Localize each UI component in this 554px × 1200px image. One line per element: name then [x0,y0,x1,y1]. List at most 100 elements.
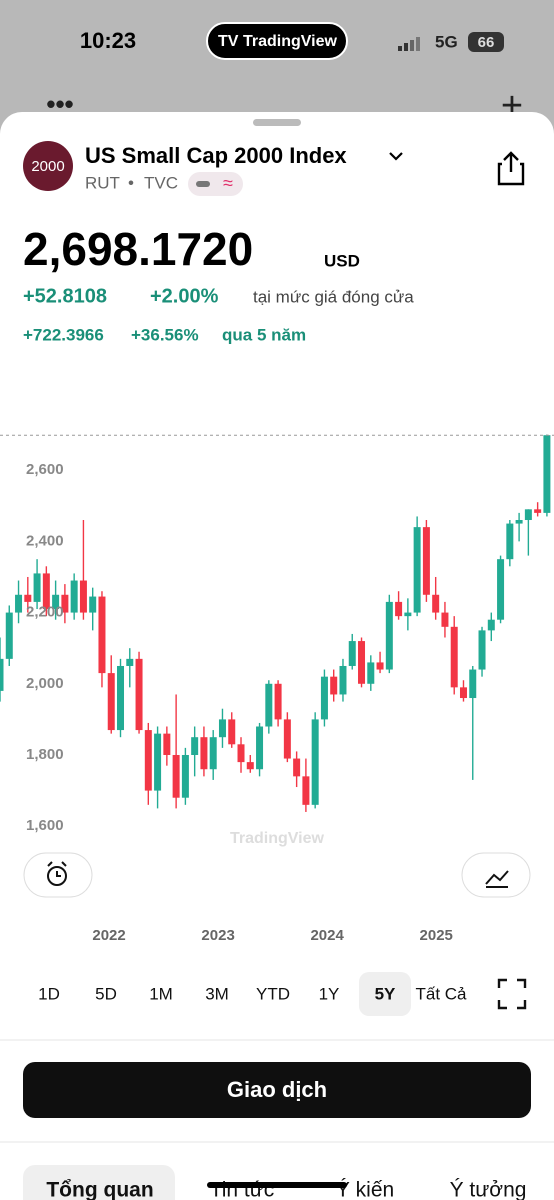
candle-body [52,594,60,610]
timeframe-option[interactable]: YTD [256,984,290,1003]
x-tick-label: 2025 [420,927,453,944]
candle-body [5,612,13,659]
symbol-code: RUT [85,173,120,192]
candle-body [422,527,430,595]
candle-body [107,673,115,731]
candle-body [274,683,282,720]
share-button[interactable] [497,151,525,186]
candle-body [348,641,356,666]
candle-body [450,626,458,688]
timeframe-option[interactable]: 5Y [375,984,396,1003]
candle-body [126,658,134,666]
candle-body [506,523,514,560]
y-tick-label: 2,200 [26,604,64,621]
candle-body [543,435,551,513]
symbol-title[interactable]: US Small Cap 2000 Index [85,143,347,168]
candle-body [293,758,301,777]
signal [398,37,420,51]
tab[interactable]: Tổng quan [46,1179,153,1200]
candle-body [15,594,23,613]
change-percent: +2.00% [150,285,219,307]
candle-body [209,737,217,770]
period-note: qua 5 năm [222,325,306,344]
candle-body [487,619,495,631]
fullscreen-button[interactable] [497,978,527,1010]
timeframe-option[interactable]: 1Y [319,984,340,1003]
candle-body [70,580,78,613]
timeframe-option[interactable]: 1M [149,984,173,1003]
network: 5G [435,32,458,51]
candle-body [79,580,87,613]
candle-body [330,676,338,695]
sheet [0,112,554,1200]
candle-body [459,687,467,699]
candle-body [385,601,393,670]
symbol-logo [23,141,73,191]
tab[interactable]: Ý kiến [336,1179,394,1200]
timeframe-active-bg [359,972,411,1016]
candle-body [265,683,273,727]
timeframe-option[interactable]: 5D [95,984,117,1003]
candle-body [218,719,226,738]
candle-body [478,630,486,670]
dropdown-chevron[interactable] [389,152,403,161]
candle-body [24,594,32,602]
timeframe-option[interactable]: 3M [205,984,229,1003]
chart[interactable]: TradingView 1,600 1,800 2,000 2,200 2,400 2,60… [0,434,554,944]
y-tick-label: 2,400 [26,532,64,549]
timeframe-option[interactable]: Tất Cả [415,984,467,1003]
candle-body [89,596,97,613]
tab[interactable]: Tin tức [210,1179,275,1200]
dynamic-island [206,22,348,60]
clock: 10:23 [80,28,136,53]
battery [468,32,504,52]
candle-body [311,719,319,805]
symbol-logo-text: 2000 [31,158,64,175]
candle-body [33,573,41,602]
candle-body [181,754,189,798]
candle-body [413,527,421,613]
candle-body [228,719,236,745]
grabber[interactable] [253,119,301,126]
change: +52.8108 [23,285,107,307]
candle-body [515,520,523,524]
candle-body [172,754,180,798]
badge-wave: ≈ [223,173,233,193]
candle-body [61,594,69,613]
timeframe-option[interactable]: 1D [38,984,60,1003]
candle-body [200,737,208,770]
island-logo: TV [218,33,239,50]
alert-icon [47,861,67,886]
candle-body [320,676,328,720]
y-tick-label: 1,800 [26,746,64,763]
trade-button[interactable] [23,1062,531,1118]
candle-body [237,744,245,763]
period-change: +722.3966 [23,325,104,344]
candle-body [524,509,532,521]
island-app: TradingView [243,33,338,50]
x-tick-label: 2022 [92,927,125,944]
candle-body [163,733,171,755]
candle-body [0,658,4,691]
tab[interactable]: Ý tưởng [450,1179,527,1200]
indicator-icon [485,870,509,888]
timeframe-bar: 1D 5D 1M 3M YTD 1Y 5Y Tất Cả [38,972,467,1016]
candle-body [534,509,542,513]
candle-body [256,726,264,770]
candle-body [469,669,477,699]
watermark: TradingView [230,830,325,847]
candle-body [98,596,106,674]
period-change-percent: +36.56% [131,325,199,344]
candle-body [339,665,347,695]
candle-body [404,612,412,617]
candle-body [191,737,199,755]
battery-level: 66 [478,34,495,51]
currency: USD [324,251,360,270]
y-tick-label: 2,000 [26,675,64,692]
exchange: TVC [144,173,178,192]
price: 2,698.1720 [23,223,253,275]
candle-body [376,662,384,670]
indicator-button[interactable] [461,852,531,898]
